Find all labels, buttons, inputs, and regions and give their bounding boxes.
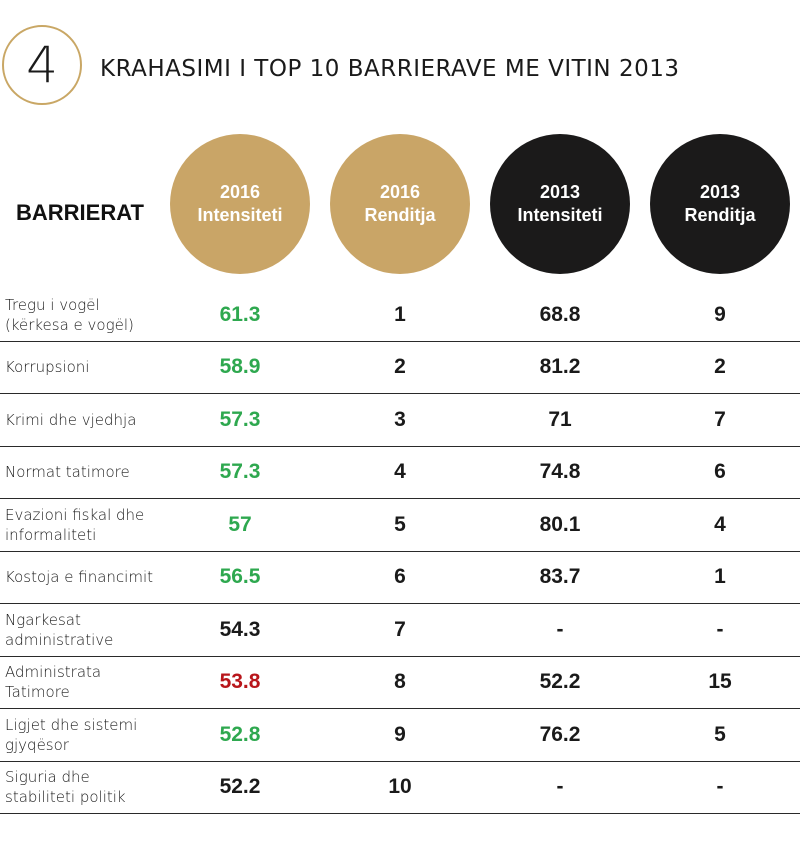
table-header: BARRIERAT 2016 Intensiteti 2016 Renditja… [0, 132, 800, 282]
column-header-2013-rank: 2013 Renditja [650, 134, 790, 274]
rank-2013-cell: 9 [714, 302, 726, 326]
barrier-label-line: Tatimore [5, 683, 70, 702]
intensity-2013-cell: 83.7 [539, 565, 581, 589]
rank-2016-cell: 9 [394, 722, 406, 746]
rank-2016-cell: 10 [388, 775, 412, 799]
section-number-badge: 4 [2, 25, 82, 105]
title-section: 4 KRAHASIMI I TOP 10 BARRIERAVE ME VITIN… [0, 0, 800, 120]
barrier-label-line: Korrupsioni [5, 358, 90, 377]
barrier-label: Administrata Tatimore [5, 657, 165, 709]
intensity-2016-cell: 52.2 [219, 775, 261, 799]
column-year: 2016 [379, 182, 421, 202]
intensity-2016-cell: 56.5 [219, 565, 261, 589]
rank-2016-cell: 7 [394, 617, 406, 641]
column-header-2013-intensity: 2013 Intensiteti [490, 134, 630, 274]
barrier-label-line: informaliteti [5, 525, 97, 544]
barrier-label-line: Tregu i vogël [5, 295, 100, 314]
intensity-2016-cell: 57.3 [219, 460, 261, 484]
rank-2013-cell: - [716, 775, 724, 799]
rank-2016-cell: 4 [394, 460, 406, 484]
intensity-2013-cell: 68.8 [539, 302, 581, 326]
table-row: Tregu i vogël (kërkesa e vogël) 61.3 1 68.8 9 [0, 289, 800, 342]
intensity-2013-cell: 71 [548, 407, 572, 431]
intensity-2016-cell: 57.3 [219, 407, 261, 431]
intensity-2016-cell: 58.9 [219, 355, 261, 379]
intensity-2013-cell: 76.2 [539, 722, 581, 746]
table-row: Kostoja e financimit 56.5 6 83.7 1 [0, 552, 800, 604]
barrier-label: Normat tatimore [5, 447, 165, 499]
barrier-label: Krimi dhe vjedhja [5, 394, 165, 446]
rank-2016-cell: 5 [394, 512, 406, 536]
column-name: Renditja [684, 205, 756, 225]
barrier-label-line: Ligjet dhe sistemi [5, 715, 138, 734]
column-year: 2016 [219, 182, 261, 202]
rank-2016-cell: 1 [394, 302, 406, 326]
barrier-label: Ligjet dhe sistemi gjyqësor [5, 709, 165, 761]
table-row: Administrata Tatimore 53.8 8 52.2 15 [0, 657, 800, 709]
rank-2013-cell: - [716, 617, 724, 641]
barriers-table: Tregu i vogël (kërkesa e vogël) 61.3 1 68.8 9… [0, 289, 800, 814]
column-header-2016-rank: 2016 Renditja [330, 134, 470, 274]
barrier-label-line: Ngarkesat [5, 610, 81, 629]
table-row: Evazioni fiskal dhe informaliteti 57 5 80.1 4 [0, 499, 800, 552]
intensity-2013-cell: 74.8 [539, 460, 581, 484]
intensity-2013-cell: - [556, 617, 564, 641]
intensity-2016-cell: 54.3 [219, 617, 261, 641]
barrier-label-line: administrative [5, 630, 114, 649]
barrier-label-line: Normat tatimore [5, 463, 130, 482]
table-row: Krimi dhe vjedhja 57.3 3 71 7 [0, 394, 800, 447]
column-name: Intensiteti [517, 205, 603, 225]
rank-2013-cell: 4 [714, 512, 726, 536]
barrier-label-line: Siguria dhe [5, 768, 90, 787]
column-year: 2013 [539, 182, 581, 202]
column-year: 2013 [699, 182, 741, 202]
intensity-2013-cell: 81.2 [539, 355, 581, 379]
rank-2016-cell: 2 [394, 355, 406, 379]
barrier-label: Siguria dhe stabiliteti politik [5, 762, 165, 814]
barrier-label-line: stabiliteti politik [5, 788, 126, 807]
barrier-label-line: Evazioni fiskal dhe [5, 505, 145, 524]
barrier-label-line: gjyqësor [5, 735, 69, 754]
barrier-label-line: Kostoja e financimit [5, 568, 153, 587]
table-row: Ngarkesat administrative 54.3 7 - - [0, 604, 800, 657]
column-name: Intensiteti [197, 205, 283, 225]
table-row: Siguria dhe stabiliteti politik 52.2 10 - - [0, 762, 800, 814]
rank-2016-cell: 8 [394, 670, 406, 694]
barrier-label: Korrupsioni [5, 342, 165, 394]
table-row: Ligjet dhe sistemi gjyqësor 52.8 9 76.2 5 [0, 709, 800, 762]
intensity-2016-cell: 52.8 [219, 722, 261, 746]
table-row: Korrupsioni 58.9 2 81.2 2 [0, 342, 800, 394]
rank-2013-cell: 1 [714, 565, 726, 589]
intensity-2016-cell: 53.8 [219, 670, 261, 694]
row-header-label: BARRIERAT [16, 200, 144, 225]
rank-2016-cell: 6 [394, 565, 406, 589]
column-name: Renditja [364, 205, 436, 225]
barrier-label: Ngarkesat administrative [5, 604, 165, 656]
barrier-label: Kostoja e financimit [5, 552, 165, 604]
rank-2013-cell: 7 [714, 407, 726, 431]
barrier-label: Evazioni fiskal dhe informaliteti [5, 499, 165, 551]
rank-2013-cell: 15 [708, 670, 732, 694]
column-header-2016-intensity: 2016 Intensiteti [170, 134, 310, 274]
intensity-2013-cell: - [556, 775, 564, 799]
barrier-label: Tregu i vogël (kërkesa e vogël) [5, 289, 165, 341]
intensity-2016-cell: 61.3 [219, 302, 261, 326]
rank-2013-cell: 2 [714, 355, 726, 379]
page-title: KRAHASIMI I TOP 10 BARRIERAVE ME VITIN 2… [100, 56, 680, 82]
barrier-label-line: Administrata [5, 663, 102, 682]
intensity-2013-cell: 52.2 [539, 670, 581, 694]
table-row: Normat tatimore 57.3 4 74.8 6 [0, 447, 800, 499]
intensity-2013-cell: 80.1 [539, 512, 581, 536]
intensity-2016-cell: 57 [228, 512, 252, 536]
rank-2016-cell: 3 [394, 407, 406, 431]
rank-2013-cell: 6 [714, 460, 726, 484]
barrier-label-line: (kërkesa e vogël) [5, 315, 134, 334]
barrier-label-line: Krimi dhe vjedhja [5, 410, 137, 429]
rank-2013-cell: 5 [714, 722, 726, 746]
